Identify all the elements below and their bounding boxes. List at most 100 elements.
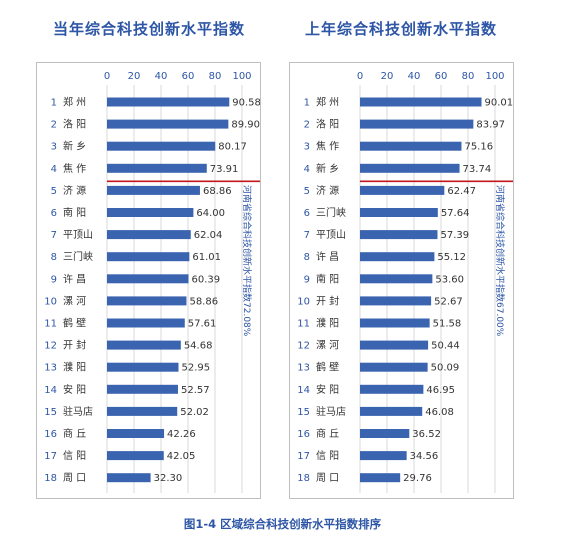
left-bar: [107, 406, 178, 416]
right-bar: [360, 406, 423, 416]
right-rank-label: 3: [304, 142, 310, 153]
left-category-label: 开 封: [63, 339, 86, 352]
right-category-label: 商 丘: [316, 427, 339, 440]
right-category-label: 平顶山: [316, 229, 346, 241]
right-category-label: 驻马店: [316, 405, 346, 418]
right-value-label: 53.60: [435, 274, 464, 285]
left-rank-label: 11: [44, 319, 57, 330]
left-category-label: 平顶山: [63, 229, 93, 241]
left-category-label: 南 阳: [63, 206, 86, 219]
left-value-label: 42.05: [167, 451, 196, 462]
right-bar: [360, 185, 445, 195]
right-rank-label: 10: [297, 296, 310, 307]
right-x-tick-label: 40: [408, 71, 421, 82]
left-category-label: 安 阳: [63, 383, 86, 396]
right-category-label: 开 封: [316, 294, 339, 307]
left-category-label: 新 乡: [63, 140, 86, 153]
right-value-label: 29.76: [403, 473, 432, 484]
left-rank-label: 4: [51, 164, 57, 175]
right-rank-label: 4: [304, 164, 310, 175]
right-bar: [360, 97, 482, 107]
left-x-tick-label: 40: [155, 71, 168, 82]
right-category-label: 许 昌: [316, 251, 339, 263]
left-chart-title: 当年综合科技创新水平指数: [52, 20, 245, 38]
right-rank-label: 5: [304, 186, 310, 197]
right-rank-label: 2: [304, 120, 310, 131]
right-category-label: 南 阳: [316, 272, 339, 285]
right-category-label: 洛 阳: [316, 118, 339, 131]
left-category-label: 商 丘: [63, 427, 86, 440]
left-category-label: 鹤 壁: [63, 317, 86, 330]
right-bar: [360, 429, 410, 438]
left-value-label: 60.39: [192, 274, 221, 285]
right-category-label: 济 源: [316, 184, 339, 197]
left-x-tick-label: 20: [128, 71, 141, 82]
right-category-label: 安 阳: [316, 383, 339, 396]
left-bar-chart: 0 20 40 60 80 100 1 郑 州 90.58 2 洛 阳 89.90 3 新 乡 80.17 4…: [44, 71, 260, 493]
right-rank-label: 1: [304, 98, 310, 109]
left-rank-label: 10: [44, 296, 57, 307]
right-bar: [360, 163, 460, 173]
right-category-label: 周 口: [316, 472, 339, 484]
left-bar: [107, 274, 189, 284]
left-rank-label: 8: [51, 252, 57, 263]
left-category-label: 济 源: [63, 184, 86, 197]
left-value-label: 90.58: [232, 98, 260, 109]
right-chart-panel: 0 20 40 60 80 100 1 郑 州 90.01 2 洛 阳 83.97 3 焦 作 75.16 4…: [289, 62, 514, 499]
left-value-label: 52.02: [180, 407, 209, 418]
right-category-label: 三门峡: [316, 206, 346, 219]
right-value-label: 52.67: [434, 296, 463, 307]
left-value-label: 61.01: [192, 252, 221, 263]
left-bar: [107, 296, 187, 306]
right-value-label: 90.01: [485, 98, 513, 109]
left-rank-label: 7: [51, 230, 57, 241]
right-bar-chart: 0 20 40 60 80 100 1 郑 州 90.01 2 洛 阳 83.97 3 焦 作 75.16 4…: [297, 71, 513, 493]
left-bar: [107, 340, 181, 350]
right-category-label: 信 阳: [316, 450, 339, 462]
right-bar: [360, 208, 438, 217]
right-chart-title: 上年综合科技创新水平指数: [304, 20, 497, 38]
right-value-label: 46.95: [426, 385, 455, 396]
right-value-label: 57.39: [440, 230, 469, 241]
right-x-tick-label: 100: [485, 71, 504, 82]
right-category-label: 鹤 壁: [316, 361, 339, 374]
right-value-label: 50.09: [431, 363, 460, 374]
right-bar: [360, 362, 428, 372]
left-bar: [107, 429, 165, 438]
left-value-label: 42.26: [167, 429, 196, 440]
left-bar: [107, 318, 185, 328]
left-value-label: 68.86: [203, 186, 232, 197]
right-rank-label: 18: [297, 473, 310, 484]
left-rank-label: 2: [51, 120, 57, 131]
right-x-tick-label: 20: [381, 71, 394, 82]
right-category-label: 漯 河: [316, 340, 339, 352]
figure-caption: 图1-4 区域综合科技创新水平指数排序: [183, 517, 382, 531]
right-category-label: 新 乡: [316, 162, 339, 175]
left-bar: [107, 208, 194, 217]
right-rank-label: 12: [297, 341, 310, 352]
left-rank-label: 12: [44, 341, 57, 352]
left-value-label: 57.61: [188, 319, 217, 330]
left-bar: [107, 97, 230, 107]
left-rank-label: 3: [51, 142, 57, 153]
left-bar: [107, 185, 200, 195]
right-value-label: 83.97: [476, 120, 505, 131]
right-x-tick-label: 80: [462, 71, 475, 82]
right-value-label: 62.47: [447, 186, 476, 197]
left-value-label: 73.91: [210, 164, 239, 175]
left-category-label: 许 昌: [63, 273, 86, 285]
left-rank-label: 14: [44, 385, 57, 396]
right-value-label: 55.12: [437, 252, 466, 263]
left-value-label: 80.17: [218, 142, 247, 153]
left-province-index-note: 河南省综合科技创新水平指数72.08%: [241, 185, 253, 337]
left-value-label: 52.57: [181, 385, 210, 396]
left-rank-label: 16: [44, 429, 57, 440]
right-bar: [360, 451, 407, 461]
right-rank-label: 14: [297, 385, 310, 396]
left-x-tick-label: 0: [104, 71, 110, 82]
left-bar: [107, 384, 178, 394]
left-category-label: 郑 州: [63, 96, 86, 109]
right-value-label: 46.08: [425, 407, 454, 418]
left-category-label: 焦 作: [63, 162, 86, 175]
left-bar: [107, 230, 191, 240]
